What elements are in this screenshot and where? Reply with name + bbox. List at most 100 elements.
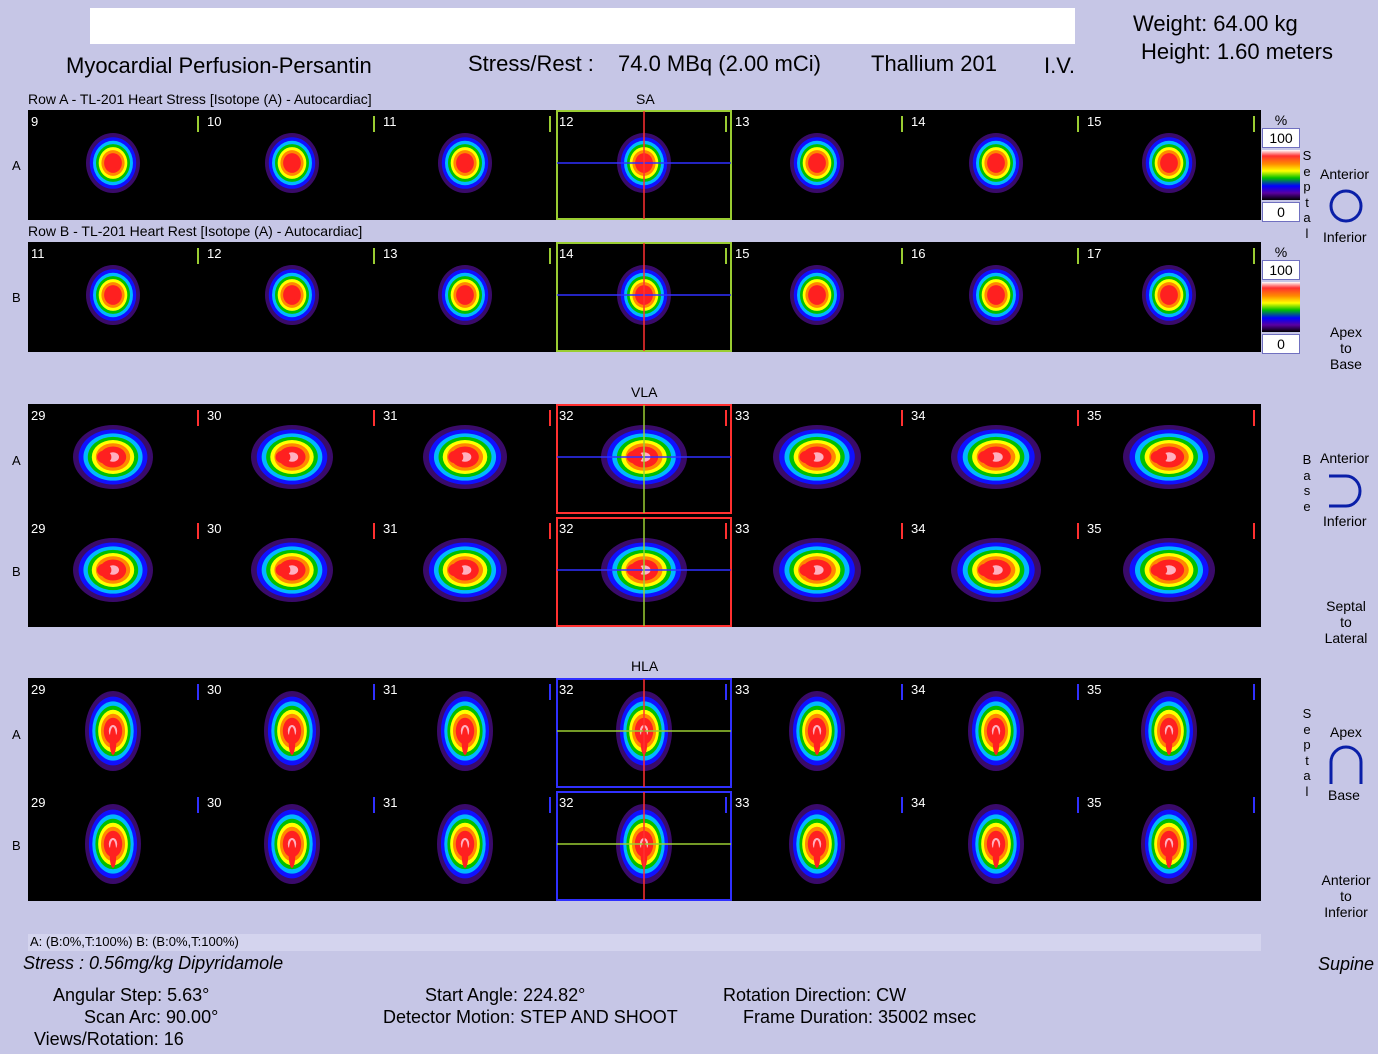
slice-number: 13 (735, 114, 749, 129)
perfusion-slice-image (86, 133, 140, 193)
perfusion-slice-image (969, 265, 1023, 325)
perfusion-slice-image (264, 691, 320, 771)
perfusion-slice-image (1141, 691, 1197, 771)
slice-number: 32 (559, 795, 573, 810)
perfusion-slice-image (73, 538, 153, 602)
direction-word: Lateral (1324, 630, 1368, 646)
hla-strip[interactable]: 29 30 31 32 33 34 35 29 30 31 32 33 34 35 (28, 678, 1261, 901)
hla-direction-label: Anterior to Inferior (1319, 872, 1373, 920)
scale-min-field[interactable]: 0 (1262, 334, 1300, 354)
scale-max-field[interactable]: 100 (1262, 260, 1300, 280)
perfusion-slice-image (437, 804, 493, 884)
direction-word: to (1340, 614, 1352, 630)
perfusion-slice-image (1142, 265, 1196, 325)
slice-number: 32 (559, 408, 573, 423)
row-letter-a: A (12, 727, 21, 742)
hla-septal-vertical: S e p t a l (1302, 706, 1312, 799)
slice-number: 34 (911, 521, 925, 536)
hla-apex-label: Apex (1330, 724, 1362, 740)
direction-word: Inferior (1324, 904, 1368, 920)
perfusion-slice-image (773, 538, 861, 602)
perfusion-slice-image (251, 425, 333, 489)
slice-number: 35 (1087, 795, 1101, 810)
letter: l (1305, 783, 1309, 799)
perfusion-slice-image (85, 804, 141, 884)
dose-label: Stress/Rest : (468, 51, 594, 76)
slice-number: 34 (911, 408, 925, 423)
letter: a (1303, 467, 1311, 483)
perfusion-slice-image (790, 265, 844, 325)
row-a-caption: Row A - TL-201 Heart Stress [Isotope (A)… (28, 91, 372, 107)
letter: B (1302, 452, 1312, 467)
views-rotation-text: Views/Rotation: 16 (34, 1029, 184, 1049)
slice-number: 35 (1087, 682, 1101, 697)
perfusion-slice-image (423, 425, 507, 489)
patient-position-text: Supine (1318, 954, 1375, 974)
slice-number: 30 (207, 795, 221, 810)
slice-number: 33 (735, 682, 749, 697)
stress-agent-text: Stress : 0.56mg/kg Dipyridamole (23, 953, 284, 973)
apex-orientation-icon (1329, 745, 1363, 784)
perfusion-slice-image (265, 133, 319, 193)
circle-orientation-icon (1329, 189, 1363, 223)
slice-number: 34 (911, 682, 925, 697)
scale-min-field[interactable]: 0 (1262, 202, 1300, 222)
start-angle-text: Start Angle: 224.82° (425, 985, 586, 1005)
scale-unit: % (1274, 112, 1288, 128)
letter: a (1303, 768, 1311, 783)
perfusion-slice-image (1142, 133, 1196, 193)
sa-section-label: SA (636, 91, 655, 107)
hla-section-label: HLA (631, 658, 659, 674)
threshold-bar (28, 934, 1261, 951)
vla-slices: 29 30 31 32 33 34 35 29 30 31 32 33 34 35 (31, 404, 1255, 627)
row-letter-b: B (12, 564, 21, 579)
slice-number: 32 (559, 682, 573, 697)
slice-number: 31 (383, 795, 397, 810)
slice-number: 29 (31, 408, 45, 423)
color-scale-bar (1262, 150, 1300, 200)
sa-rest-strip[interactable]: 11 12 13 14 15 16 17 (28, 242, 1261, 352)
angular-step-text: Angular Step: 5.63° (53, 985, 210, 1005)
hla-slices: 29 30 31 32 33 34 35 29 30 31 32 33 34 35 (31, 678, 1255, 901)
slice-number: 34 (911, 795, 925, 810)
threshold-text: A: (B:0%,T:100%) B: (B:0%,T:100%) (30, 934, 239, 949)
detector-motion-text: Detector Motion: STEP AND SHOOT (383, 1007, 678, 1027)
slice-number: 10 (207, 114, 221, 129)
slice-number: 12 (207, 246, 221, 261)
scale-max-field[interactable]: 100 (1262, 128, 1300, 148)
perfusion-slice-image (85, 691, 141, 771)
sa-stress-strip[interactable]: 9 10 11 12 13 14 15 (28, 110, 1261, 220)
sa-rest-slices: 11 12 13 14 15 16 17 (31, 242, 1255, 352)
hla-base-label: Base (1328, 787, 1360, 803)
perfusion-slice-image (789, 691, 845, 771)
perfusion-slice-image (790, 133, 844, 193)
perfusion-slice-image (951, 425, 1041, 489)
letter: S (1302, 148, 1312, 163)
direction-word: Anterior (1321, 872, 1371, 888)
sa-direction-label: Apex to Base (1329, 324, 1363, 372)
direction-word: Septal (1326, 598, 1366, 614)
letter: t (1305, 194, 1309, 210)
vla-section-label: VLA (631, 384, 658, 400)
slice-number: 16 (911, 246, 925, 261)
vla-strip[interactable]: 29 30 31 32 33 34 35 29 30 31 32 33 34 35 (28, 404, 1261, 627)
slice-number: 13 (383, 246, 397, 261)
slice-number: 11 (383, 114, 397, 129)
slice-number: 29 (31, 521, 45, 536)
slice-number: 35 (1087, 521, 1101, 536)
height-label: Height: 1.60 meters (1141, 39, 1333, 64)
letter: l (1305, 225, 1309, 241)
slice-number: 12 (559, 114, 573, 129)
direction-word: Apex (1330, 324, 1362, 340)
perfusion-slice-image (264, 804, 320, 884)
perfusion-slice-image (951, 538, 1041, 602)
row-letter-a: A (12, 453, 21, 468)
perfusion-slice-image (1123, 538, 1215, 602)
slice-number: 31 (383, 408, 397, 423)
perfusion-slice-image (265, 265, 319, 325)
sa-septal-vertical: S e p t a l (1302, 148, 1312, 241)
slice-number: 9 (31, 114, 38, 129)
title-input-bar (90, 8, 1075, 44)
perfusion-slice-image (789, 804, 845, 884)
frame-duration-text: Frame Duration: 35002 msec (743, 1007, 977, 1027)
